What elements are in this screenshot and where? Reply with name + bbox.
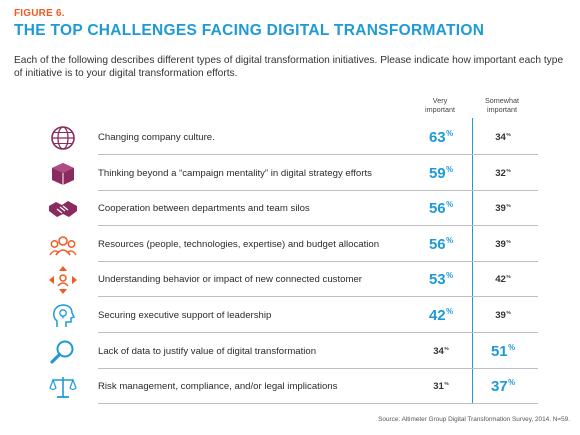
very-important-value-number: 63%: [428, 129, 454, 146]
somewhat-important-value-unit: %: [506, 274, 511, 281]
handshake-icon: [48, 194, 78, 224]
very-important-value: 56%: [416, 191, 466, 226]
row-label: Thinking beyond a “campaign mentality” i…: [98, 167, 372, 179]
very-important-value: 63%: [416, 120, 466, 155]
very-important-value: 59%: [416, 156, 466, 191]
chart-subtitle: Each of the following describes differen…: [14, 55, 564, 79]
very-important-value-number: 56%: [428, 200, 454, 218]
somewhat-important-value-unit: %: [508, 342, 516, 352]
column-header-somewhat-line2: important: [487, 104, 517, 114]
very-important-value-unit: %: [446, 271, 454, 281]
somewhat-important-value: 42%: [474, 262, 532, 297]
table-row-risk-management-compliance-and-or-legal-: Risk management, compliance, and/or lega…: [0, 369, 580, 405]
row-label: Lack of data to justify value of digital…: [98, 345, 317, 357]
lightbulb-head-icon: [48, 301, 78, 331]
row-label: Changing company culture.: [98, 132, 215, 143]
somewhat-important-value-unit: %: [508, 378, 516, 388]
somewhat-important-value: 39%: [474, 298, 532, 333]
somewhat-important-value-number: 51%: [490, 342, 516, 360]
row-divider: [98, 225, 538, 227]
very-important-value: 53%: [416, 262, 466, 297]
row-divider: [98, 296, 538, 298]
very-important-value-unit: %: [446, 307, 454, 316]
very-important-value: 34%: [416, 334, 466, 369]
row-divider: [98, 367, 538, 369]
somewhat-important-value: 51%: [474, 334, 532, 369]
table-row-lack-of-data-to-justify-value-of-digital: Lack of data to justify value of digital…: [0, 334, 580, 369]
somewhat-important-value-number: 34%: [495, 131, 511, 144]
somewhat-important-value: 39%: [474, 191, 532, 226]
somewhat-important-value-unit: %: [506, 131, 511, 138]
somewhat-important-value-number: 42%: [495, 274, 511, 286]
somewhat-important-value-unit: %: [506, 238, 511, 245]
row-label: Resources (people, technologies, experti…: [98, 238, 380, 250]
somewhat-important-value: 37%: [474, 369, 532, 404]
column-header-very-important: Very important: [416, 96, 464, 114]
very-important-value: 56%: [416, 227, 466, 262]
table-row-thinking-beyond-a-campaign-mentality-in-: Thinking beyond a “campaign mentality” i…: [0, 156, 580, 191]
very-important-value-unit: %: [444, 345, 449, 352]
column-header-very-line2: important: [425, 104, 455, 114]
very-important-value-unit: %: [446, 235, 454, 245]
very-important-value-number: 59%: [428, 164, 454, 182]
somewhat-important-value-unit: %: [506, 167, 511, 174]
very-important-value: 42%: [416, 298, 466, 333]
somewhat-important-value-number: 39%: [495, 203, 511, 215]
row-label: Understanding behavior or impact of new …: [98, 274, 362, 286]
row-label: Cooperation between departments and team…: [98, 203, 310, 215]
row-divider: [98, 260, 538, 262]
column-divider: [472, 118, 473, 403]
very-important-value-unit: %: [446, 200, 454, 210]
very-important-value-unit: %: [444, 381, 449, 388]
somewhat-important-value: 34%: [474, 120, 532, 155]
row-divider: [98, 154, 538, 155]
globe-icon: [48, 123, 78, 153]
table-row-understanding-behavior-or-impact-of-new-: Understanding behavior or impact of new …: [0, 262, 580, 298]
table-row-resources-people-technologies-expertise-: Resources (people, technologies, experti…: [0, 227, 580, 262]
row-divider: [98, 332, 538, 333]
very-important-value-number: 56%: [428, 235, 454, 253]
somewhat-important-value-number: 39%: [495, 238, 511, 250]
somewhat-important-value-number: 37%: [490, 378, 516, 396]
chart-title: THE TOP CHALLENGES FACING DIGITAL TRANSF…: [14, 22, 485, 39]
table-row-securing-executive-support-of-leadership: Securing executive support of leadership…: [0, 298, 580, 333]
very-important-value-number: 42%: [428, 307, 454, 324]
very-important-value: 31%: [416, 369, 466, 404]
somewhat-important-value: 39%: [474, 227, 532, 262]
very-important-value-unit: %: [446, 129, 454, 138]
source-note: Source: Altimeter Group Digital Transfor…: [378, 416, 570, 423]
column-header-somewhat-important: Somewhat important: [474, 96, 530, 114]
table-row-changing-company-culture: Changing company culture. 63% 34%: [0, 120, 580, 155]
box-icon: [48, 159, 78, 189]
figure-label: FIGURE 6.: [14, 8, 65, 19]
very-important-value-number: 53%: [428, 271, 454, 289]
customer-arrows-icon: [48, 265, 78, 295]
somewhat-important-value-unit: %: [506, 309, 511, 316]
row-label: Risk management, compliance, and/or lega…: [98, 381, 338, 393]
very-important-value-number: 31%: [433, 381, 449, 393]
very-important-value-unit: %: [446, 164, 454, 174]
somewhat-important-value-number: 32%: [495, 167, 511, 179]
row-divider: [98, 189, 538, 191]
scales-icon: [48, 372, 78, 402]
table-row-cooperation-between-departments-and-team: Cooperation between departments and team…: [0, 191, 580, 227]
row-divider: [98, 403, 538, 405]
somewhat-important-value: 32%: [474, 156, 532, 191]
column-header-somewhat-line1: Somewhat: [485, 96, 519, 105]
somewhat-important-value-number: 39%: [495, 309, 511, 322]
magnifier-icon: [48, 337, 78, 367]
somewhat-important-value-unit: %: [506, 203, 511, 210]
row-label: Securing executive support of leadership: [98, 310, 272, 321]
column-header-very-line1: Very: [432, 96, 448, 105]
very-important-value-number: 34%: [433, 345, 449, 357]
people-group-icon: [48, 230, 78, 260]
